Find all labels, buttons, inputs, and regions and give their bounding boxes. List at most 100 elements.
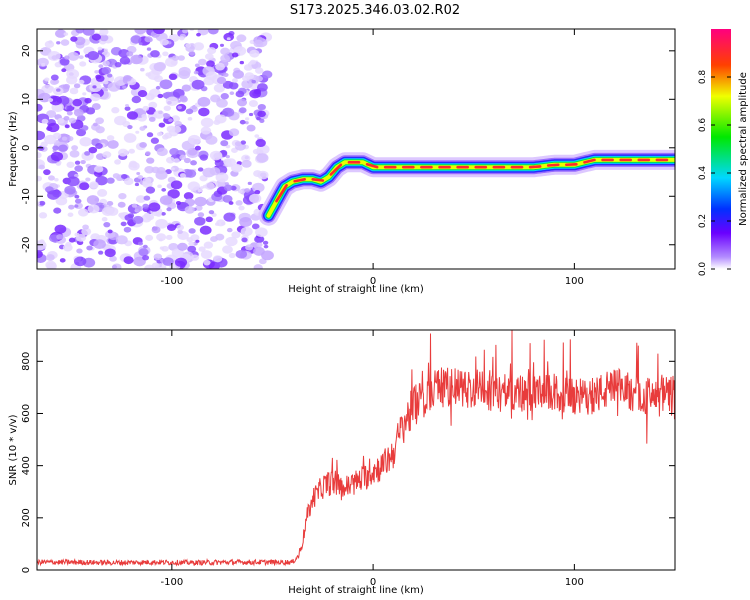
- noise-blob: [66, 106, 72, 111]
- noise-blob: [161, 188, 167, 192]
- noise-blob: [162, 92, 170, 99]
- noise-blob: [168, 73, 178, 81]
- noise-blob: [146, 157, 155, 164]
- noise-blob: [55, 162, 61, 166]
- colorbar-ticks: 0.0 0.2 0.4 0.6 0.8: [698, 70, 731, 276]
- noise-blob: [155, 218, 168, 229]
- noise-blob: [148, 202, 161, 212]
- noise-blob: [95, 143, 103, 149]
- noise-blob: [62, 83, 70, 90]
- colorbar-label: Normalized spectral amplitude: [738, 72, 749, 226]
- noise-blob: [88, 146, 98, 154]
- noise-blob: [84, 151, 91, 156]
- ridge-peak: [365, 162, 379, 169]
- noise-blob: [159, 38, 169, 46]
- y-tick-label: -20: [21, 237, 32, 253]
- noise-blob: [66, 69, 80, 79]
- noise-blob: [144, 36, 153, 43]
- noise-blob: [74, 194, 80, 199]
- noise-blob: [205, 71, 218, 81]
- noise-blob: [52, 132, 62, 140]
- noise-blob: [45, 254, 55, 261]
- noise-blob: [134, 29, 147, 35]
- noise-blob: [190, 254, 200, 261]
- noise-blob: [166, 224, 177, 232]
- noise-blob: [178, 70, 191, 80]
- noise-blob: [188, 51, 196, 56]
- noise-blob: [184, 205, 195, 214]
- snr-xlabel: Height of straight line (km): [288, 585, 424, 596]
- noise-blob: [75, 233, 87, 242]
- noise-blob: [123, 256, 134, 265]
- noise-blob: [67, 212, 74, 217]
- noise-blob: [252, 182, 265, 193]
- noise-blob: [85, 177, 91, 182]
- noise-blob: [255, 67, 264, 74]
- noise-blob: [103, 221, 111, 228]
- noise-blob: [57, 117, 65, 124]
- noise-blob: [50, 74, 59, 81]
- noise-blob: [177, 229, 183, 235]
- noise-blob: [117, 201, 126, 208]
- noise-blob: [170, 167, 175, 171]
- noise-blob: [99, 29, 109, 36]
- noise-blob: [74, 160, 81, 165]
- noise-blob: [183, 192, 194, 200]
- noise-blob: [195, 205, 203, 211]
- noise-blob: [187, 181, 200, 191]
- noise-blob: [45, 260, 57, 269]
- noise-blob: [73, 256, 87, 267]
- y-tick-label: 200: [21, 508, 32, 527]
- noise-blob: [92, 122, 98, 127]
- noise-blob: [200, 117, 214, 128]
- noise-blob: [79, 182, 90, 191]
- noise-blob: [114, 61, 122, 68]
- noise-blob: [80, 159, 86, 165]
- noise-blob: [194, 216, 206, 226]
- noise-blob: [111, 107, 120, 114]
- noise-blob: [225, 155, 230, 159]
- noise-blob: [210, 236, 218, 243]
- y-tick-label: 0: [21, 567, 32, 573]
- noise-blob: [47, 175, 55, 181]
- ridge-peak: [293, 178, 306, 183]
- noise-blob: [214, 114, 227, 124]
- snr-ylabel: SNR (10 * v/v): [8, 414, 19, 485]
- noise-blob: [226, 158, 237, 166]
- noise-blob: [257, 103, 266, 111]
- noise-blob: [179, 173, 187, 178]
- noise-blob: [37, 103, 43, 112]
- noise-blob: [47, 51, 61, 62]
- noise-blob: [38, 164, 45, 170]
- noise-blob: [240, 140, 247, 145]
- noise-blob: [254, 134, 260, 138]
- noise-blob: [99, 204, 105, 209]
- noise-blob: [231, 52, 239, 58]
- noise-blob: [228, 252, 236, 259]
- noise-blob: [226, 37, 231, 41]
- noise-blob: [170, 180, 183, 190]
- noise-blob: [244, 188, 251, 193]
- noise-blob: [166, 125, 176, 133]
- noise-blob: [74, 198, 82, 204]
- noise-blob: [68, 117, 77, 124]
- x-tick-label: 100: [565, 276, 584, 287]
- noise-blob: [64, 55, 70, 60]
- colorbar-tick-label: 0.6: [698, 118, 708, 133]
- noise-blob: [82, 92, 87, 96]
- noise-blob: [121, 174, 128, 179]
- noise-blob: [136, 172, 141, 176]
- noise-blob: [97, 46, 103, 51]
- noise-blob: [106, 135, 115, 141]
- noise-blob: [85, 107, 96, 115]
- noise-blob: [188, 228, 196, 234]
- noise-blob: [160, 211, 166, 216]
- noise-blob: [177, 105, 182, 110]
- noise-blob: [162, 257, 174, 266]
- noise-blob: [46, 110, 57, 118]
- noise-blob: [187, 245, 197, 253]
- noise-blob: [148, 116, 156, 122]
- noise-blob: [242, 75, 250, 82]
- noise-blob: [179, 154, 187, 160]
